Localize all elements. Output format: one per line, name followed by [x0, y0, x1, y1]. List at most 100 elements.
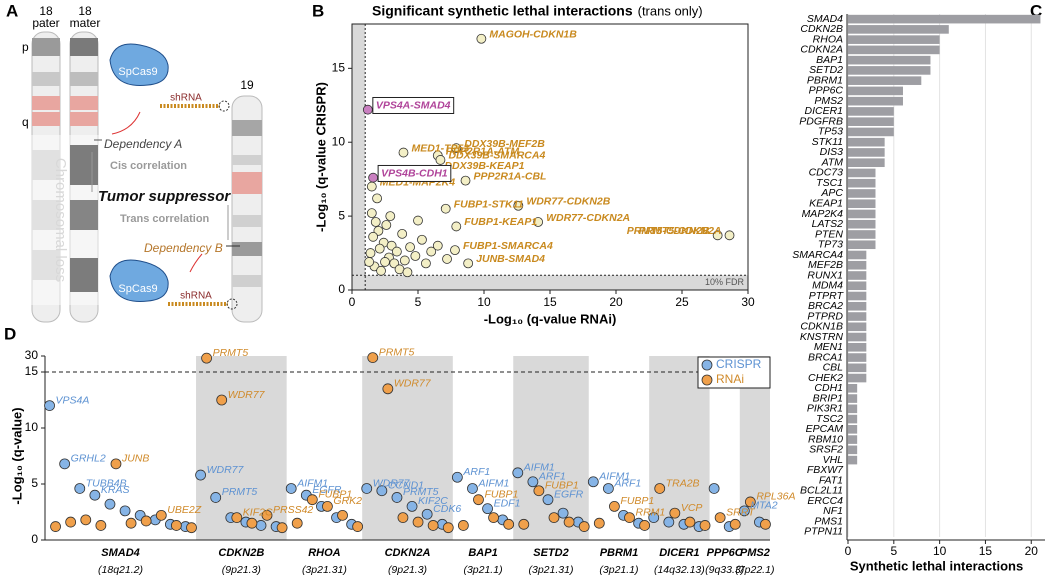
- y-tick-label: PTEN: [815, 228, 843, 240]
- bar: [848, 250, 867, 260]
- point: [170, 520, 182, 531]
- point: [406, 500, 418, 512]
- point-label: CDK6: [433, 503, 461, 515]
- point: [639, 520, 651, 531]
- point: [488, 512, 499, 523]
- point: [451, 221, 462, 232]
- y-tick-label: BRCA1: [808, 351, 843, 363]
- point: [380, 257, 390, 267]
- y-tick-label: RHOA: [813, 33, 843, 45]
- point: [527, 476, 539, 488]
- group-label: SMAD4: [101, 547, 140, 559]
- loss-label: Chromosomal loss: [52, 158, 69, 282]
- band: [232, 155, 262, 165]
- point-label: FUBP1-SMARCA4: [463, 240, 553, 252]
- cas9: [109, 259, 169, 302]
- band: [70, 145, 98, 185]
- shrna-loop: [226, 298, 238, 310]
- point: [364, 257, 375, 267]
- y-tick-label: EPCAM: [806, 423, 844, 435]
- band: [70, 38, 98, 56]
- point: [391, 492, 403, 503]
- point: [368, 172, 379, 183]
- y-tick-label: PTPN11: [804, 526, 843, 538]
- bar: [848, 312, 867, 321]
- group-label: BAP1: [468, 547, 497, 559]
- fdr-label: 10% FDR: [705, 277, 745, 287]
- y-tick-label: BRIP1: [813, 392, 843, 404]
- point-label: TRA2B: [666, 477, 700, 489]
- bar: [848, 445, 858, 455]
- bar: [848, 322, 867, 332]
- group-band: [513, 356, 589, 540]
- point: [724, 230, 735, 241]
- point-label: VPS4A: [56, 394, 90, 406]
- y-tick-label: PPP6C: [809, 85, 844, 97]
- bar: [848, 168, 876, 178]
- point-label: ARF1: [538, 471, 566, 483]
- bar: [848, 230, 876, 239]
- point-label: FUBP1: [620, 495, 654, 507]
- group-locus: (18q21.2): [98, 564, 143, 576]
- point-label: FUBP1-STK11: [454, 199, 524, 211]
- point: [89, 489, 101, 501]
- y-tick-label: PTPRT: [809, 290, 845, 302]
- y-tick-label: SETD2: [809, 64, 843, 76]
- point: [385, 211, 396, 222]
- band: [232, 120, 262, 136]
- point-label: KIF2C: [243, 506, 273, 518]
- point: [397, 512, 409, 523]
- y-tick-label: RBM10: [808, 433, 843, 445]
- point: [255, 520, 267, 531]
- chrom-number: 18: [39, 4, 53, 18]
- x-tick-label: 20: [609, 295, 623, 309]
- band: [70, 200, 98, 230]
- y-tick-label: 30: [25, 348, 39, 362]
- point-label: PRSS42: [273, 504, 313, 516]
- bar: [848, 127, 894, 137]
- point: [376, 265, 386, 276]
- point: [80, 514, 92, 526]
- y-tick-label: DIS3: [820, 146, 844, 158]
- point: [548, 512, 560, 523]
- centromere: [70, 112, 98, 126]
- point-label: PPP2R1A-CBL: [474, 170, 547, 182]
- group-band: [362, 356, 453, 540]
- point-label: JUNB-SMAD4: [476, 253, 545, 265]
- point: [210, 492, 222, 503]
- panel-letter: A: [6, 1, 18, 20]
- shrna-loop: [218, 100, 230, 112]
- legend-label: CRISPR: [716, 357, 762, 371]
- panel-letter: D: [4, 324, 16, 343]
- point: [451, 143, 462, 154]
- point-label: KRAS: [101, 484, 130, 496]
- y-tick-label: CDKN1B: [800, 321, 843, 333]
- point: [450, 245, 460, 256]
- point: [276, 522, 288, 534]
- y-tick-label: PBRM1: [807, 74, 843, 86]
- legend-marker: [701, 359, 713, 371]
- band: [32, 250, 60, 280]
- y-tick-label: 10: [25, 420, 39, 434]
- point-label: EGFR: [312, 484, 342, 496]
- bar: [848, 455, 858, 465]
- point: [624, 512, 635, 523]
- y-tick-label: SMAD4: [807, 13, 843, 25]
- bar: [848, 178, 876, 188]
- x-tick-label: 10: [933, 544, 947, 558]
- x-tick-label: 30: [741, 295, 755, 309]
- point: [476, 33, 487, 44]
- y-tick-label: 15: [332, 61, 346, 75]
- y-tick-label: CDH1: [814, 382, 843, 394]
- group-locus: (3p21.1): [599, 564, 638, 576]
- group-locus: (3p21.31): [529, 564, 574, 576]
- point: [155, 509, 167, 521]
- point-label: SRRT: [726, 506, 756, 518]
- bar: [848, 14, 1041, 24]
- y-tick-label: STK11: [812, 136, 843, 148]
- point: [402, 267, 413, 278]
- label-box: [377, 164, 452, 182]
- bar: [848, 158, 885, 168]
- point-label: MAGOH-CDKN1B: [489, 29, 577, 41]
